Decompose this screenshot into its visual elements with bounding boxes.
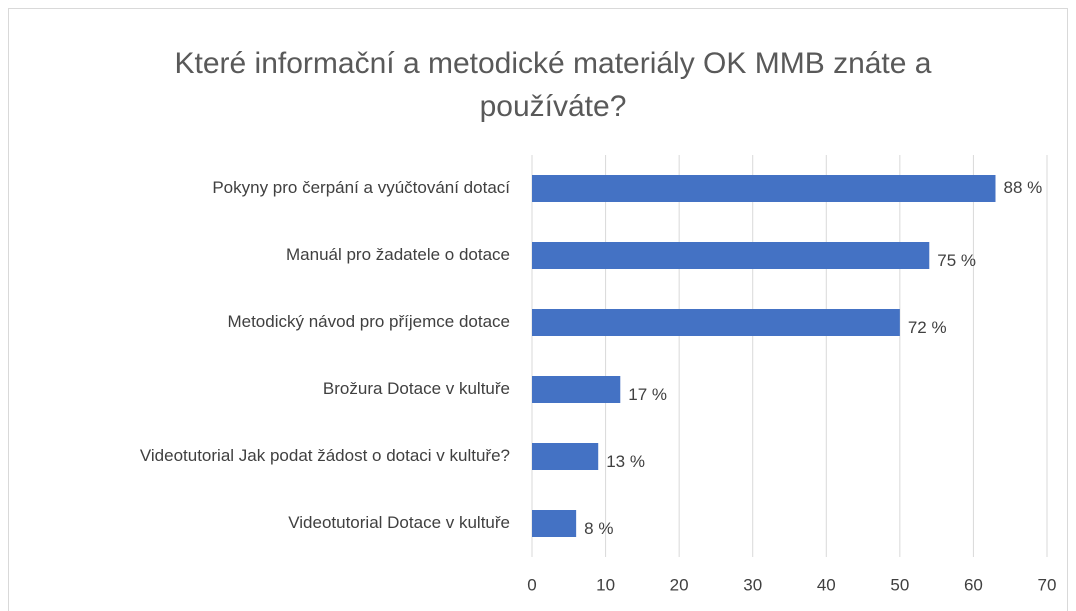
bar bbox=[532, 443, 599, 470]
y-tick-label: Videotutorial Jak podat žádost o dotaci … bbox=[140, 446, 510, 465]
data-label: 88 % bbox=[1004, 178, 1043, 197]
data-label: 13 % bbox=[606, 452, 645, 471]
chart-title: Které informační a metodické materiály O… bbox=[174, 47, 932, 123]
data-label: 17 % bbox=[628, 385, 667, 404]
bar bbox=[532, 309, 900, 336]
y-tick-label: Pokyny pro čerpání a vyúčtování dotací bbox=[212, 178, 510, 197]
x-tick-label: 50 bbox=[890, 575, 909, 594]
chart-border bbox=[8, 8, 1068, 611]
x-tick-label: 40 bbox=[817, 575, 836, 594]
data-label: 75 % bbox=[937, 251, 976, 270]
bar bbox=[532, 510, 577, 537]
bar bbox=[532, 242, 930, 269]
bar bbox=[532, 376, 621, 403]
y-tick-label: Manuál pro žadatele o dotace bbox=[286, 245, 510, 264]
data-label: 72 % bbox=[908, 318, 947, 337]
x-tick-label: 20 bbox=[670, 575, 689, 594]
x-tick-label: 10 bbox=[596, 575, 615, 594]
x-tick-label: 70 bbox=[1038, 575, 1057, 594]
y-tick-label: Videotutorial Dotace v kultuře bbox=[288, 513, 510, 532]
x-tick-label: 30 bbox=[743, 575, 762, 594]
y-tick-label: Metodický návod pro příjemce dotace bbox=[227, 312, 510, 331]
data-label: 8 % bbox=[584, 519, 613, 538]
bar bbox=[532, 175, 996, 202]
x-tick-label: 0 bbox=[527, 575, 536, 594]
y-tick-label: Brožura Dotace v kultuře bbox=[323, 379, 510, 398]
x-tick-label: 60 bbox=[964, 575, 983, 594]
